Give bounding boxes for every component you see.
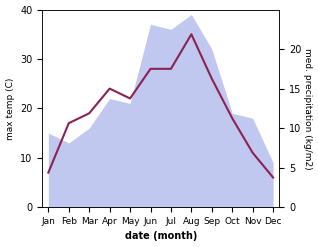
Y-axis label: med. precipitation (kg/m2): med. precipitation (kg/m2) (303, 48, 313, 169)
Y-axis label: max temp (C): max temp (C) (5, 77, 15, 140)
X-axis label: date (month): date (month) (125, 231, 197, 242)
